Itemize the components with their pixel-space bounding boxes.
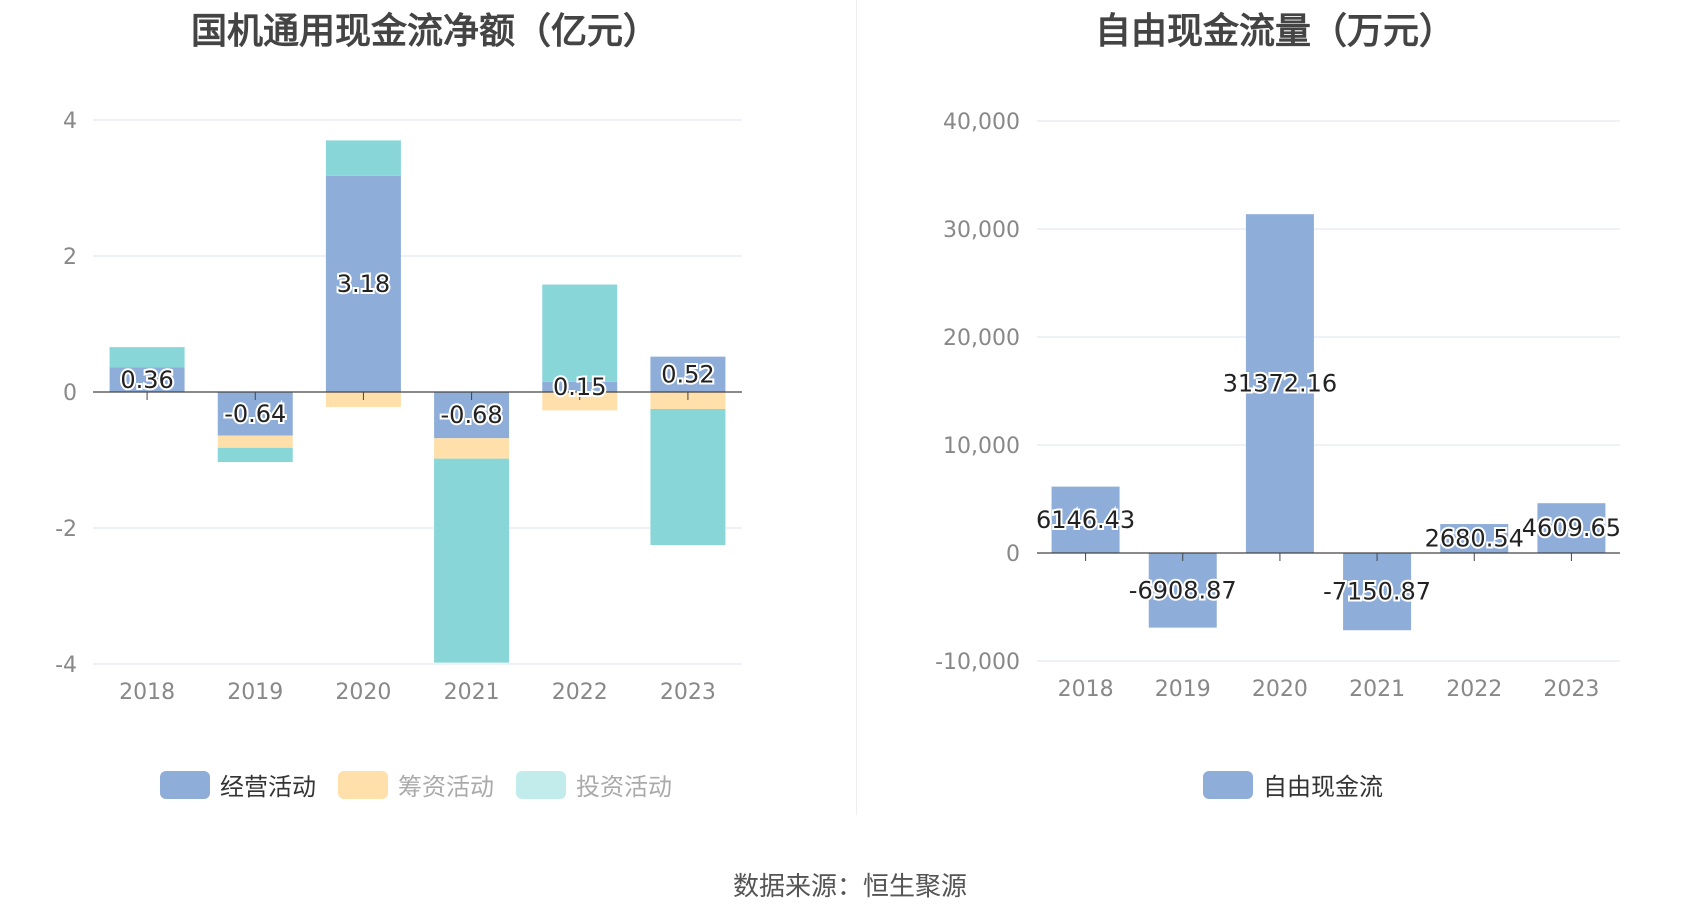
x-tick-label: 2021	[1349, 677, 1405, 702]
data-label: 2680.54	[1425, 525, 1524, 553]
x-tick-label: 2022	[552, 680, 608, 705]
y-tick-label: -4	[55, 653, 77, 678]
legend-label-financing: 筹资活动	[398, 773, 494, 801]
legend-item-financing[interactable]: 筹资活动	[338, 767, 494, 802]
legend-swatch-free-cash-flow	[1203, 770, 1253, 799]
bar-investing	[217, 447, 293, 463]
y-tick-label: 2	[63, 245, 77, 270]
x-tick-label: 2021	[444, 680, 500, 705]
data-label: 0.36	[120, 366, 173, 394]
data-source-note: 数据来源：恒生聚源	[732, 872, 967, 902]
right-legend: 自由现金流	[1203, 767, 1383, 802]
x-tick-label: 2018	[119, 680, 175, 705]
bar-operating	[325, 175, 401, 392]
data-label: -6908.87	[1129, 576, 1237, 604]
x-tick-label: 2019	[227, 680, 283, 705]
bar-free-cash-flow	[1440, 524, 1509, 553]
bar-free-cash-flow	[1343, 553, 1412, 631]
legend-label-operating: 经营活动	[220, 773, 316, 801]
bar-investing	[650, 409, 726, 545]
y-tick-label: -2	[55, 517, 77, 542]
y-tick-label: 20,000	[943, 326, 1020, 351]
legend-label-investing: 投资活动	[576, 773, 672, 801]
legend-swatch-financing	[338, 770, 388, 799]
data-label: -0.68	[441, 401, 503, 429]
x-tick-label: 2022	[1446, 677, 1502, 702]
bar-financing	[542, 392, 618, 411]
bar-free-cash-flow	[1245, 214, 1314, 554]
bar-operating	[542, 381, 618, 392]
chart-divider	[856, 0, 857, 815]
bar-free-cash-flow	[1148, 553, 1217, 628]
legend-item-investing[interactable]: 投资活动	[516, 767, 672, 802]
bar-investing	[325, 140, 401, 176]
y-tick-label: -10,000	[935, 650, 1020, 675]
data-label: 0.15	[553, 373, 606, 401]
data-label: 4609.65	[1522, 514, 1621, 542]
legend-label-free-cash-flow: 自由现金流	[1263, 773, 1383, 801]
bar-investing	[434, 458, 510, 663]
left-chart-title: 国机通用现金流净额（亿元）	[190, 11, 659, 52]
y-tick-label: 10,000	[943, 434, 1020, 459]
data-label: -7150.87	[1323, 578, 1431, 606]
bar-free-cash-flow	[1537, 503, 1606, 553]
y-tick-label: 40,000	[943, 110, 1020, 135]
bar-operating	[109, 367, 185, 392]
legend-item-free-cash-flow[interactable]: 自由现金流	[1203, 767, 1383, 802]
y-tick-label: 0	[1006, 542, 1020, 567]
bar-financing	[650, 392, 726, 409]
x-tick-label: 2018	[1058, 677, 1114, 702]
bar-financing	[217, 435, 293, 448]
legend-item-operating[interactable]: 经营活动	[160, 767, 316, 802]
data-label: 31372.16	[1223, 370, 1338, 398]
bar-investing	[109, 347, 185, 368]
bar-investing	[542, 284, 618, 382]
data-label: -0.64	[224, 400, 286, 428]
data-label: 3.18	[337, 270, 390, 298]
legend-swatch-operating	[160, 770, 210, 799]
legend-swatch-investing	[516, 770, 566, 799]
x-tick-label: 2019	[1155, 677, 1211, 702]
y-tick-label: 30,000	[943, 218, 1020, 243]
left-legend: 经营活动 筹资活动 投资活动	[160, 767, 672, 802]
data-label: 0.52	[661, 360, 714, 388]
right-chart-title: 自由现金流量（万元）	[1094, 11, 1455, 52]
x-tick-label: 2020	[1252, 677, 1308, 702]
y-tick-label: 4	[63, 109, 77, 134]
x-tick-label: 2020	[335, 680, 391, 705]
bar-financing	[434, 438, 510, 459]
data-label: 6146.43	[1036, 506, 1135, 534]
x-tick-label: 2023	[1543, 677, 1599, 702]
y-tick-label: 0	[63, 381, 77, 406]
x-tick-label: 2023	[660, 680, 716, 705]
bar-free-cash-flow	[1051, 486, 1120, 553]
bar-operating	[650, 356, 726, 392]
